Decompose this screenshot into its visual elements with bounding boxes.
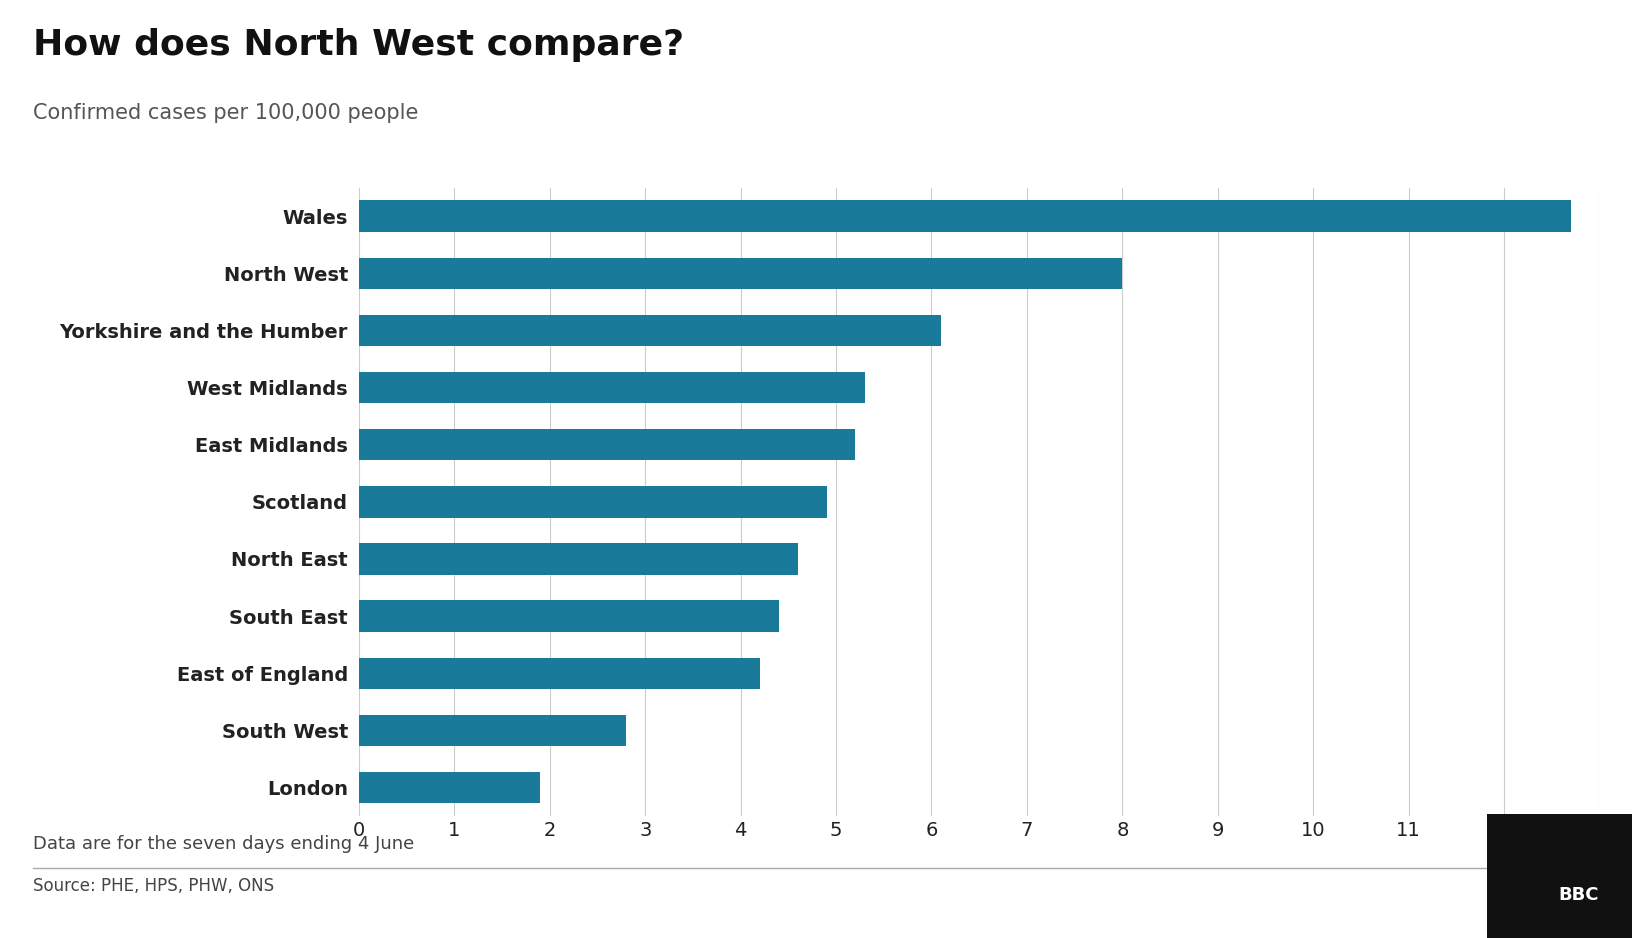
Bar — [359, 371, 865, 403]
Bar — [359, 258, 1123, 289]
Text: Confirmed cases per 100,000 people: Confirmed cases per 100,000 people — [33, 103, 418, 123]
Bar — [359, 772, 540, 803]
Bar — [359, 315, 942, 346]
Text: BBC: BBC — [1559, 886, 1599, 904]
Text: Data are for the seven days ending 4 June: Data are for the seven days ending 4 Jun… — [33, 835, 415, 853]
Bar — [359, 658, 761, 688]
Bar — [359, 486, 826, 518]
Text: Source: PHE, HPS, PHW, ONS: Source: PHE, HPS, PHW, ONS — [33, 877, 274, 895]
Bar — [359, 715, 627, 746]
Bar — [359, 600, 778, 632]
Bar — [359, 201, 1570, 232]
Bar — [359, 543, 798, 575]
Text: How does North West compare?: How does North West compare? — [33, 28, 684, 62]
Bar — [359, 429, 855, 461]
